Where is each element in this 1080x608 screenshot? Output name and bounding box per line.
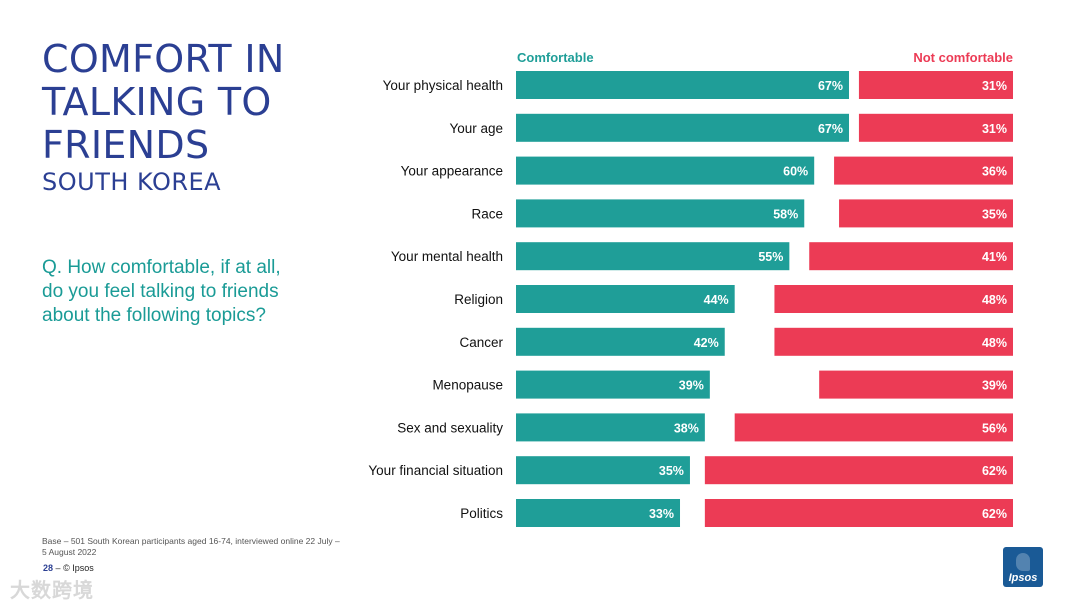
category-label-your-physical-health: Your physical health bbox=[383, 78, 503, 93]
bar-not-comfortable-race bbox=[839, 199, 1013, 228]
legend-comfortable: Comfortable bbox=[517, 50, 594, 65]
value-comfortable-your-physical-health: 67% bbox=[818, 79, 843, 93]
bar-comfortable-religion bbox=[516, 285, 735, 313]
value-comfortable-your-age: 67% bbox=[818, 122, 843, 136]
bar-not-comfortable-your-mental-health bbox=[809, 242, 1013, 271]
bar-not-comfortable-your-physical-health bbox=[858, 71, 1013, 99]
title-block: COMFORT IN TALKING TO FRIENDS SOUTH KORE… bbox=[42, 38, 285, 197]
value-comfortable-your-appearance: 60% bbox=[783, 165, 808, 179]
value-not-comfortable-your-mental-health: 41% bbox=[982, 250, 1007, 264]
base-footnote: Base – 501 South Korean participants age… bbox=[42, 536, 340, 557]
bar-not-comfortable-religion bbox=[774, 285, 1013, 313]
bar-comfortable-cancer bbox=[516, 327, 725, 356]
bar-comfortable-race bbox=[516, 199, 805, 228]
category-label-your-age: Your age bbox=[449, 121, 503, 136]
bar-comfortable-politics bbox=[516, 499, 681, 527]
category-label-your-financial-situation: Your financial situation bbox=[368, 463, 503, 478]
bar-not-comfortable-sex-and-sexuality bbox=[734, 413, 1013, 442]
legend-not-comfortable: Not comfortable bbox=[913, 50, 1013, 65]
value-not-comfortable-your-age: 31% bbox=[982, 122, 1007, 136]
question-line-2: do you feel talking to friends bbox=[42, 281, 279, 302]
bar-not-comfortable-menopause bbox=[819, 370, 1013, 399]
value-not-comfortable-sex-and-sexuality: 56% bbox=[982, 421, 1007, 435]
category-label-your-mental-health: Your mental health bbox=[391, 249, 503, 264]
page-number: 28 bbox=[43, 563, 54, 573]
value-comfortable-race: 58% bbox=[773, 207, 798, 221]
bar-not-comfortable-politics bbox=[704, 499, 1013, 527]
page-title-line-3: FRIENDS bbox=[42, 123, 210, 167]
page-title-line-2: TALKING TO bbox=[42, 80, 272, 124]
watermark: 大数跨境 bbox=[10, 578, 94, 602]
survey-question: Q. How comfortable, if at all, do you fe… bbox=[42, 256, 332, 328]
bar-not-comfortable-your-appearance bbox=[834, 156, 1013, 185]
bar-comfortable-your-financial-situation bbox=[516, 456, 690, 485]
value-comfortable-sex-and-sexuality: 38% bbox=[674, 421, 699, 435]
bar-not-comfortable-your-financial-situation bbox=[704, 456, 1013, 485]
bar-comfortable-your-physical-health bbox=[516, 71, 849, 99]
value-not-comfortable-race: 35% bbox=[982, 207, 1007, 221]
page-separator: – bbox=[55, 563, 61, 573]
value-not-comfortable-cancer: 48% bbox=[982, 336, 1007, 350]
page-footer: 28 – © Ipsos bbox=[43, 563, 94, 573]
category-label-politics: Politics bbox=[460, 506, 503, 521]
category-label-race: Race bbox=[471, 206, 503, 221]
copyright: © Ipsos bbox=[63, 563, 94, 573]
bar-comfortable-your-mental-health bbox=[516, 242, 790, 271]
category-label-your-appearance: Your appearance bbox=[401, 164, 503, 179]
value-comfortable-religion: 44% bbox=[704, 293, 729, 307]
page-title-line-1: COMFORT IN bbox=[42, 37, 285, 81]
bar-comfortable-menopause bbox=[516, 370, 710, 399]
value-comfortable-cancer: 42% bbox=[694, 336, 719, 350]
bar-comfortable-sex-and-sexuality bbox=[516, 413, 705, 442]
value-not-comfortable-religion: 48% bbox=[982, 293, 1007, 307]
question-line-1: Q. How comfortable, if at all, bbox=[42, 257, 281, 278]
value-not-comfortable-menopause: 39% bbox=[982, 379, 1007, 393]
value-not-comfortable-your-financial-situation: 62% bbox=[982, 464, 1007, 478]
value-not-comfortable-your-physical-health: 31% bbox=[982, 79, 1007, 93]
category-label-menopause: Menopause bbox=[432, 378, 503, 393]
bar-comfortable-your-age bbox=[516, 113, 849, 142]
value-comfortable-your-mental-health: 55% bbox=[758, 250, 783, 264]
value-comfortable-politics: 33% bbox=[649, 507, 674, 521]
value-not-comfortable-politics: 62% bbox=[982, 507, 1007, 521]
category-label-cancer: Cancer bbox=[459, 335, 503, 350]
bar-not-comfortable-cancer bbox=[774, 327, 1013, 356]
value-comfortable-your-financial-situation: 35% bbox=[659, 464, 684, 478]
value-not-comfortable-your-appearance: 36% bbox=[982, 165, 1007, 179]
value-comfortable-menopause: 39% bbox=[679, 379, 704, 393]
bar-comfortable-your-appearance bbox=[516, 156, 815, 185]
ipsos-logo: Ipsos bbox=[1003, 547, 1043, 587]
bar-not-comfortable-your-age bbox=[858, 113, 1013, 142]
category-label-religion: Religion bbox=[454, 292, 503, 307]
logo-text: Ipsos bbox=[1008, 572, 1038, 584]
page-subtitle: SOUTH KOREA bbox=[42, 168, 222, 196]
category-label-sex-and-sexuality: Sex and sexuality bbox=[397, 420, 503, 435]
ipsos-logo-mark-icon bbox=[1016, 553, 1030, 571]
question-line-3: about the following topics? bbox=[42, 305, 266, 326]
